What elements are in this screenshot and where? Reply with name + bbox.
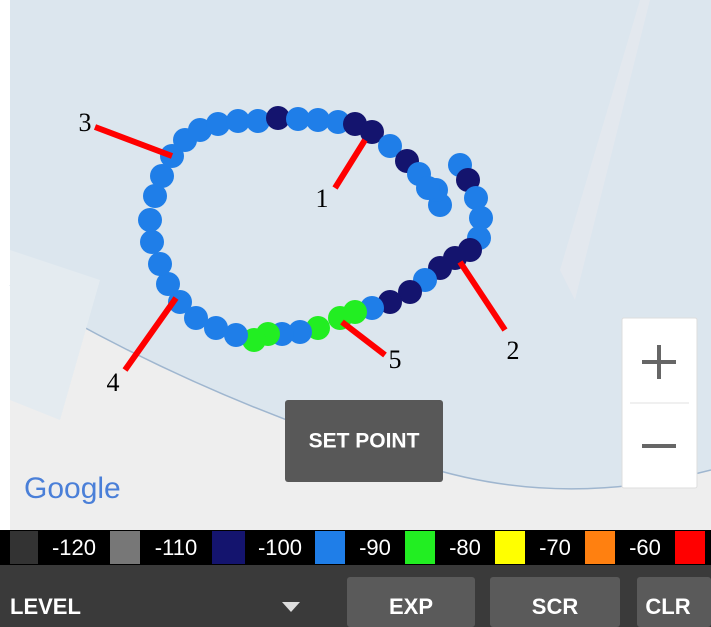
toolbar-button-label: EXP: [389, 594, 433, 619]
legend-swatch: [10, 531, 38, 564]
legend: -120 -110 -100 -90 -80 -70 -60: [10, 531, 705, 564]
track-dot: [306, 108, 330, 132]
toolbar-button[interactable]: [490, 577, 620, 627]
callout-label: 3: [79, 108, 92, 137]
map-region: [10, 0, 711, 489]
toolbar-button[interactable]: [347, 577, 475, 627]
legend-swatch: [585, 531, 615, 564]
legend-label: -60: [629, 535, 661, 560]
toolbar-buttons: EXP SCR CLR: [347, 577, 711, 627]
google-logo: Google: [24, 472, 121, 505]
callout-line: [457, 260, 508, 332]
legend-label: -70: [539, 535, 571, 560]
track-dot: [456, 168, 480, 192]
callout-label: 5: [389, 345, 402, 374]
track-dot: [288, 320, 312, 344]
legend-swatch: [110, 531, 140, 564]
callout-line: [122, 296, 179, 372]
callout-line: [93, 124, 174, 159]
track-dot: [266, 106, 290, 130]
track-dot: [143, 184, 167, 208]
legend-swatch: [495, 531, 525, 564]
callout-line: [340, 319, 387, 358]
legend-label: -110: [155, 535, 197, 560]
legend-label: -80: [449, 535, 481, 560]
legend-swatch: [212, 531, 245, 564]
legend-label: -100: [258, 535, 302, 560]
track-dot: [150, 164, 174, 188]
callout-line: [332, 138, 368, 190]
callout-label: 4: [107, 368, 120, 397]
level-selector[interactable]: LEVEL: [10, 594, 81, 619]
track-dot: [398, 280, 422, 304]
track-dot: [226, 109, 250, 133]
track-dot: [464, 186, 488, 210]
track-dot: [168, 290, 192, 314]
zoom-in[interactable]: [642, 345, 676, 379]
dropdown-arrow: [282, 602, 300, 612]
toolbar-button[interactable]: [637, 577, 711, 627]
track-dot: [286, 107, 310, 131]
track-dot: [242, 328, 266, 352]
track-dot: [148, 252, 172, 276]
set-point-button[interactable]: [285, 400, 443, 482]
map-block: [10, 250, 100, 420]
track-dot: [204, 316, 228, 340]
measurement-track: [138, 106, 493, 352]
toolbar-button-label: SCR: [532, 594, 579, 619]
set-point-label: SET POINT: [309, 430, 420, 453]
legend-swatch: [675, 531, 705, 564]
track-dot: [306, 316, 330, 340]
legend-swatch: [405, 531, 435, 564]
track-dot: [224, 323, 248, 347]
track-dot: [469, 206, 493, 230]
track-dot: [246, 109, 270, 133]
track-dot: [156, 272, 180, 296]
track-dot: [184, 306, 208, 330]
track-dot: [138, 208, 162, 232]
callout-label: 1: [316, 184, 329, 213]
legend-swatch: [315, 531, 345, 564]
callout-label: 2: [507, 336, 520, 365]
track-dot: [360, 120, 384, 144]
track-dot: [416, 176, 440, 200]
track-dot: [140, 230, 164, 254]
toolbar-button-label: CLR: [645, 594, 690, 619]
track-dot: [206, 112, 230, 136]
track-dot: [378, 134, 402, 158]
legend-label: -120: [52, 535, 96, 560]
legend-label: -90: [359, 535, 391, 560]
map-road: [560, 0, 650, 300]
callout-lines: [93, 124, 508, 372]
